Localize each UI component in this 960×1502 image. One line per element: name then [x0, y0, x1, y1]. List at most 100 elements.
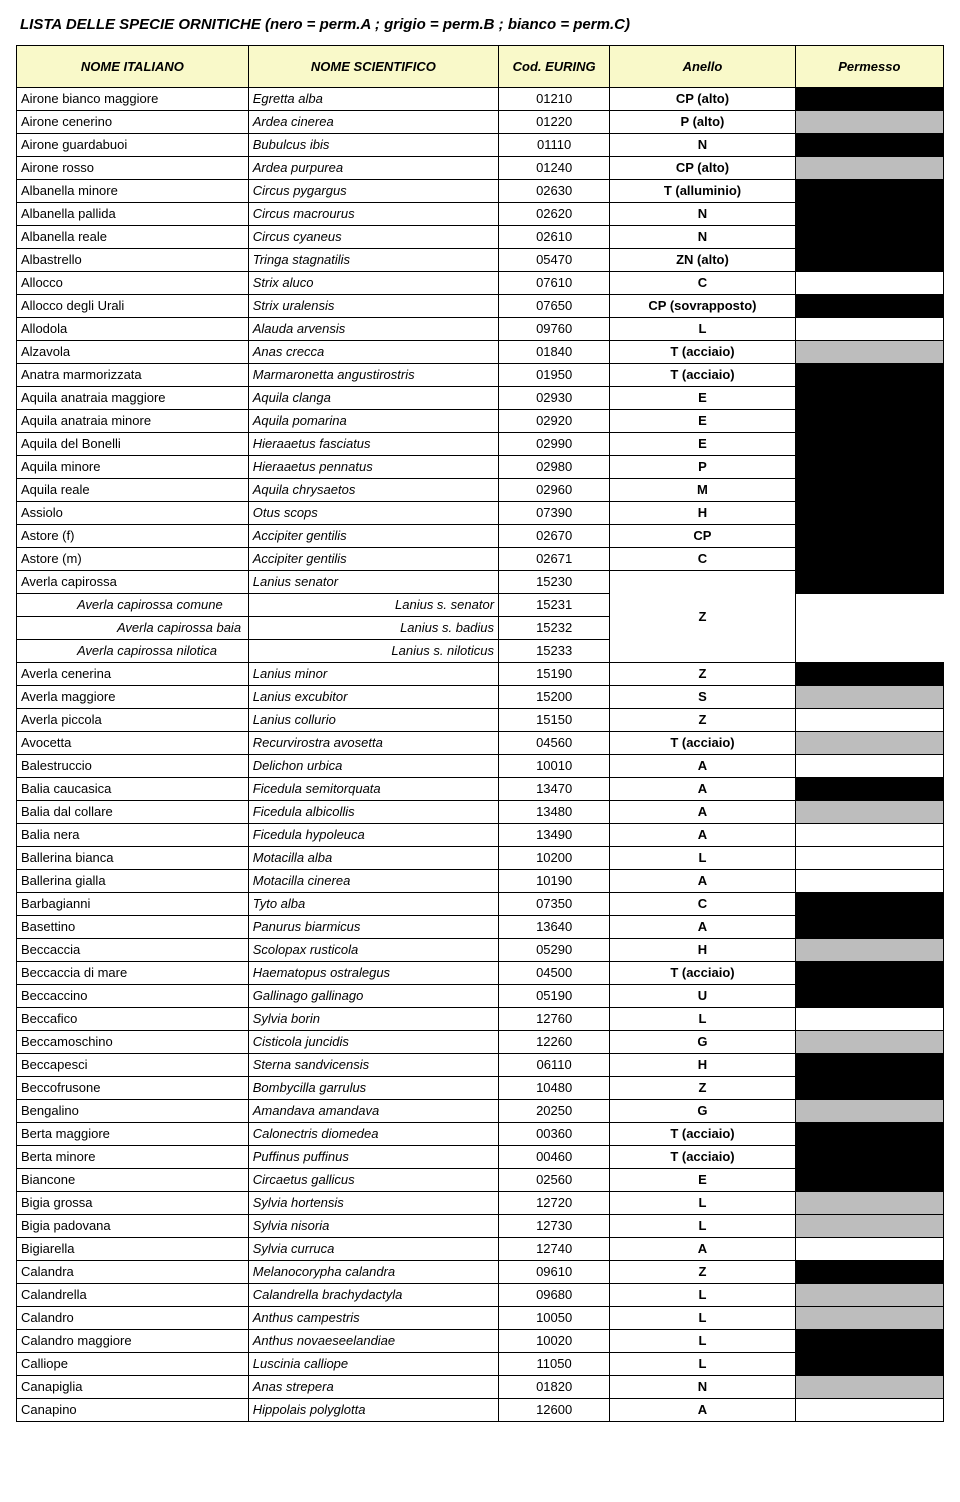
cell-italian: Avocetta	[17, 732, 249, 755]
table-row: Averla capirossa baiaLanius s. badius152…	[17, 617, 944, 640]
cell-code: 12260	[499, 1031, 610, 1054]
cell-scientific: Hippolais polyglotta	[248, 1399, 498, 1422]
cell-code: 02990	[499, 433, 610, 456]
cell-scientific: Sylvia borin	[248, 1008, 498, 1031]
cell-code: 01110	[499, 134, 610, 157]
cell-permit	[795, 134, 943, 157]
cell-ring: E	[610, 433, 795, 456]
cell-scientific: Lanius senator	[248, 571, 498, 594]
cell-code: 00460	[499, 1146, 610, 1169]
cell-scientific: Calandrella brachydactyla	[248, 1284, 498, 1307]
cell-ring: U	[610, 985, 795, 1008]
cell-permit	[795, 893, 943, 939]
cell-code: 13480	[499, 801, 610, 824]
table-row: Ballerina giallaMotacilla cinerea10190A	[17, 870, 944, 893]
cell-ring: C	[610, 272, 795, 295]
cell-italian: Calandro	[17, 1307, 249, 1330]
species-table: NOME ITALIANO NOME SCIENTIFICO Cod. EURI…	[16, 45, 944, 1422]
table-row: Airone bianco maggioreEgretta alba01210C…	[17, 88, 944, 111]
cell-italian: Averla capirossa baia	[17, 617, 249, 640]
cell-ring: N	[610, 203, 795, 226]
cell-scientific: Amandava amandava	[248, 1100, 498, 1123]
cell-permit	[795, 1215, 943, 1238]
cell-code: 13470	[499, 778, 610, 801]
cell-ring: Z	[610, 1261, 795, 1284]
cell-scientific: Lanius s. senator	[248, 594, 498, 617]
cell-italian: Allocco	[17, 272, 249, 295]
table-row: Averla capirossa comuneLanius s. senator…	[17, 594, 944, 617]
cell-ring: L	[610, 1215, 795, 1238]
table-row: Airone cenerinoArdea cinerea01220P (alto…	[17, 111, 944, 134]
cell-scientific: Sylvia nisoria	[248, 1215, 498, 1238]
cell-scientific: Accipiter gentilis	[248, 548, 498, 571]
cell-scientific: Accipiter gentilis	[248, 525, 498, 548]
cell-scientific: Egretta alba	[248, 88, 498, 111]
cell-scientific: Lanius s. niloticus	[248, 640, 498, 663]
cell-code: 02671	[499, 548, 610, 571]
cell-scientific: Aquila pomarina	[248, 410, 498, 433]
cell-italian: Albanella minore	[17, 180, 249, 203]
cell-scientific: Bubulcus ibis	[248, 134, 498, 157]
cell-permit	[795, 157, 943, 180]
cell-code: 01210	[499, 88, 610, 111]
cell-italian: Aquila anatraia maggiore	[17, 387, 249, 410]
cell-ring: E	[610, 1169, 795, 1192]
cell-ring: T (alluminio)	[610, 180, 795, 203]
cell-scientific: Gallinago gallinago	[248, 985, 498, 1008]
cell-scientific: Alauda arvensis	[248, 318, 498, 341]
cell-code: 12730	[499, 1215, 610, 1238]
cell-scientific: Luscinia calliope	[248, 1353, 498, 1376]
cell-scientific: Circus cyaneus	[248, 226, 498, 249]
cell-ring: L	[610, 1330, 795, 1353]
cell-code: 13490	[499, 824, 610, 847]
cell-scientific: Haematopus ostralegus	[248, 962, 498, 985]
cell-ring: L	[610, 1353, 795, 1376]
cell-code: 01820	[499, 1376, 610, 1399]
table-row: Allocco degli UraliStrix uralensis07650C…	[17, 295, 944, 318]
cell-italian: Airone rosso	[17, 157, 249, 180]
cell-italian: Bigia grossa	[17, 1192, 249, 1215]
cell-scientific: Bombycilla garrulus	[248, 1077, 498, 1100]
cell-scientific: Sylvia curruca	[248, 1238, 498, 1261]
table-row: Berta maggioreCalonectris diomedea00360T…	[17, 1123, 944, 1146]
cell-scientific: Strix aluco	[248, 272, 498, 295]
table-row: BigiarellaSylvia curruca12740A	[17, 1238, 944, 1261]
cell-ring: H	[610, 1054, 795, 1077]
cell-italian: Beccamoschino	[17, 1031, 249, 1054]
cell-code: 20250	[499, 1100, 610, 1123]
cell-scientific: Otus scops	[248, 502, 498, 525]
cell-ring: S	[610, 686, 795, 709]
cell-italian: Averla maggiore	[17, 686, 249, 709]
cell-code: 10480	[499, 1077, 610, 1100]
table-row: BengalinoAmandava amandava20250G	[17, 1100, 944, 1123]
cell-italian: Averla capirossa comune	[17, 594, 249, 617]
cell-permit	[795, 1307, 943, 1330]
cell-ring: A	[610, 824, 795, 847]
cell-scientific: Hieraaetus pennatus	[248, 456, 498, 479]
table-row: Balia caucasicaFicedula semitorquata1347…	[17, 778, 944, 801]
cell-code: 07650	[499, 295, 610, 318]
cell-scientific: Lanius excubitor	[248, 686, 498, 709]
cell-scientific: Melanocorypha calandra	[248, 1261, 498, 1284]
cell-ring: A	[610, 801, 795, 824]
cell-scientific: Strix uralensis	[248, 295, 498, 318]
cell-ring: H	[610, 939, 795, 962]
cell-permit	[795, 1399, 943, 1422]
cell-scientific: Tyto alba	[248, 893, 498, 916]
table-row: Airone rossoArdea purpurea01240CP (alto)	[17, 157, 944, 180]
cell-code: 12600	[499, 1399, 610, 1422]
cell-permit	[795, 824, 943, 847]
cell-permit	[795, 1261, 943, 1284]
cell-ring: L	[610, 318, 795, 341]
cell-scientific: Anthus novaeseelandiae	[248, 1330, 498, 1353]
table-row: AlloccoStrix aluco07610C	[17, 272, 944, 295]
cell-code: 06110	[499, 1054, 610, 1077]
cell-italian: Berta maggiore	[17, 1123, 249, 1146]
cell-italian: Calandrella	[17, 1284, 249, 1307]
table-row: BeccacciaScolopax rusticola05290H	[17, 939, 944, 962]
cell-ring: L	[610, 1307, 795, 1330]
cell-code: 11050	[499, 1353, 610, 1376]
cell-ring: CP (alto)	[610, 88, 795, 111]
cell-scientific: Calonectris diomedea	[248, 1123, 498, 1146]
cell-scientific: Delichon urbica	[248, 755, 498, 778]
